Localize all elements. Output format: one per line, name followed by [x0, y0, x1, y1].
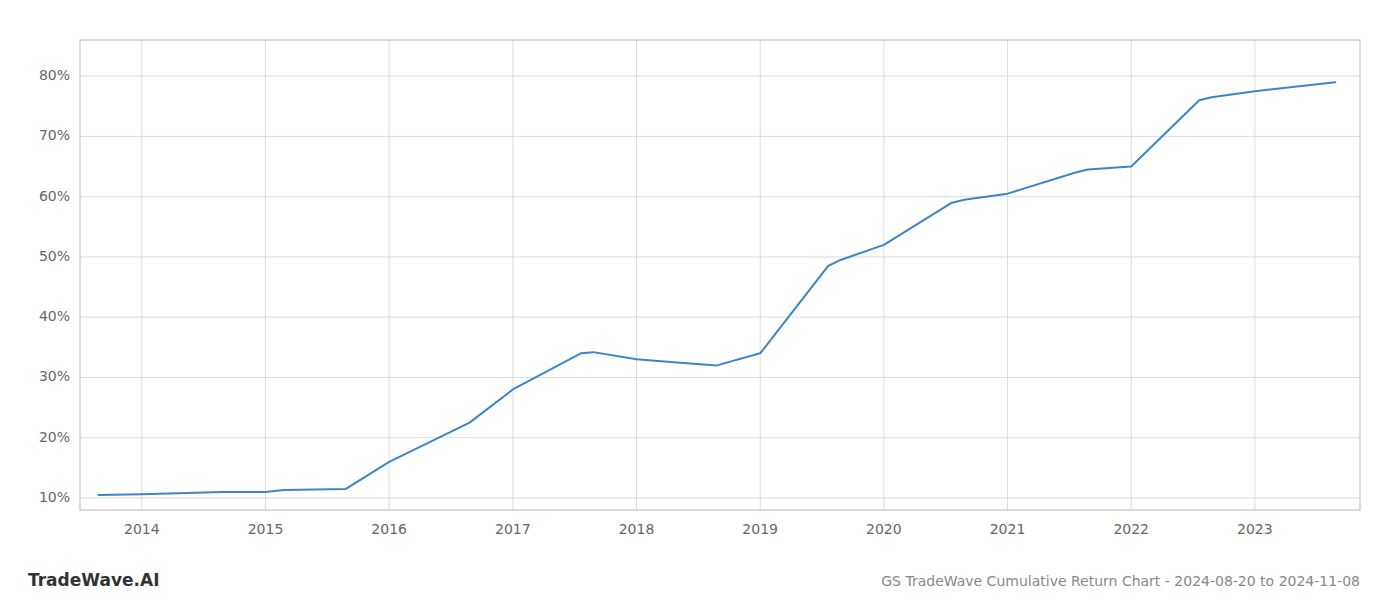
x-tick-label: 2022	[1113, 521, 1149, 537]
x-grid-line	[1254, 40, 1255, 510]
y-grid-line	[80, 437, 1360, 438]
x-tick-label: 2019	[742, 521, 778, 537]
x-tick-label: 2017	[495, 521, 531, 537]
plot-frame	[80, 40, 1360, 510]
x-grid-line	[636, 40, 637, 510]
x-tick-label: 2020	[866, 521, 902, 537]
y-tick-label: 60%	[39, 188, 70, 204]
y-grid-line	[80, 377, 1360, 378]
grid	[80, 40, 1360, 510]
watermark: TradeWave.AI	[28, 570, 159, 590]
y-tick-label: 50%	[39, 248, 70, 264]
x-tick-label: 2023	[1237, 521, 1273, 537]
line	[99, 82, 1336, 495]
x-tick-label: 2015	[248, 521, 284, 537]
y-grid-line	[80, 256, 1360, 257]
x-grid-line	[1007, 40, 1008, 510]
chart: 10% 20% 30% 40% 50% 60% 70% 80% 2014 2015 2016 2017…	[0, 0, 1400, 600]
x-tick-label: 2016	[371, 521, 407, 537]
x-tick-label: 2021	[990, 521, 1026, 537]
x-grid-line	[760, 40, 761, 510]
x-tick-label: 2014	[124, 521, 160, 537]
y-tick-label: 10%	[39, 489, 70, 505]
y-tick-label: 70%	[39, 127, 70, 143]
y-tick-label: 30%	[39, 368, 70, 384]
y-grid-line	[80, 497, 1360, 498]
x-tick-label: 2018	[619, 521, 655, 537]
y-tick-label: 40%	[39, 308, 70, 324]
x-grid-line	[389, 40, 390, 510]
y-tick-label: 20%	[39, 429, 70, 445]
axes: 10% 20% 30% 40% 50% 60% 70% 80% 2014 2015 2016 2017…	[39, 40, 1360, 537]
title: GS TradeWave Cumulative Return Chart - 2…	[881, 573, 1360, 589]
series	[99, 82, 1336, 495]
y-grid-line	[80, 317, 1360, 318]
x-grid-line	[141, 40, 142, 510]
y-tick-label: 80%	[39, 67, 70, 83]
x-grid-line	[1131, 40, 1132, 510]
x-grid-line	[512, 40, 513, 510]
x-grid-line	[265, 40, 266, 510]
y-grid-line	[80, 196, 1360, 197]
y-grid-line	[80, 76, 1360, 77]
y-grid-line	[80, 136, 1360, 137]
x-grid-line	[883, 40, 884, 510]
